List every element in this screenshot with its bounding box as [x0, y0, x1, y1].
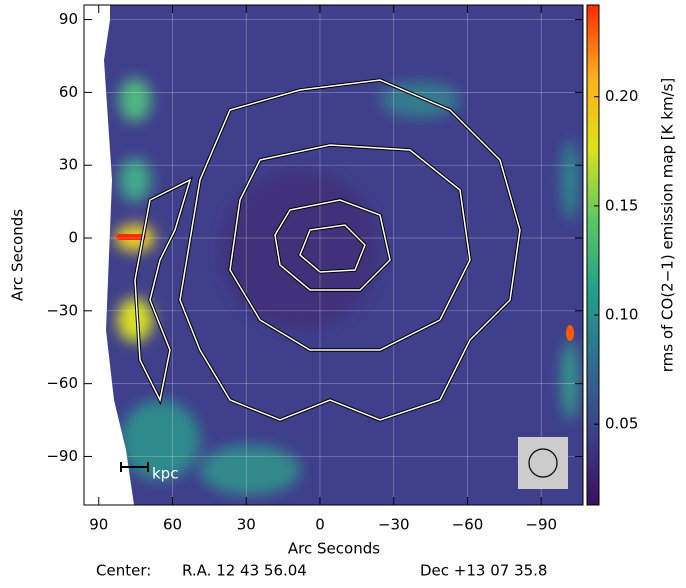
plot-frame	[83, 4, 584, 506]
colorbar-tick-label: 0.15	[605, 196, 638, 214]
scale-bar	[120, 462, 149, 472]
colorbar-tick-label: 0.05	[605, 415, 638, 433]
hotspot	[116, 234, 146, 240]
ra-label: R.A. 12 43 56.04	[182, 562, 307, 580]
x-tick-label: 30	[237, 516, 256, 534]
y-tick-label: −90	[46, 447, 78, 465]
colorbar-tick-label: 0.20	[605, 87, 638, 105]
y-tick-label: 30	[59, 156, 78, 174]
y-tick-label: 90	[59, 10, 78, 28]
x-tick-label: 60	[163, 516, 182, 534]
scale-bar-label: kpc	[152, 465, 178, 483]
x-axis-label: Arc Seconds	[288, 540, 380, 558]
beam	[528, 448, 558, 478]
colorbar	[586, 4, 600, 506]
x-tick-label: −30	[378, 516, 410, 534]
y-tick-label: −30	[46, 301, 78, 319]
no-data	[84, 5, 134, 505]
x-tick-label: 90	[89, 516, 108, 534]
y-axis-label: Arc Seconds	[9, 209, 27, 301]
contours	[133, 78, 522, 422]
y-tick-label: 60	[59, 83, 78, 101]
x-tick-label: −90	[525, 516, 557, 534]
map	[84, 5, 583, 505]
y-tick-label: 0	[68, 229, 78, 247]
center-label: Center:	[96, 562, 151, 580]
beam-box	[518, 437, 568, 489]
y-tick-label: −60	[46, 374, 78, 392]
dec-label: Dec +13 07 35.8	[420, 562, 547, 580]
x-tick-label: −60	[452, 516, 484, 534]
colorbar-tick-label: 0.10	[605, 306, 638, 324]
x-tick-label: 0	[315, 516, 325, 534]
hotspot	[566, 325, 574, 341]
colorbar-label: rms of CO(2−1) emission map [K km/s]	[659, 78, 677, 373]
